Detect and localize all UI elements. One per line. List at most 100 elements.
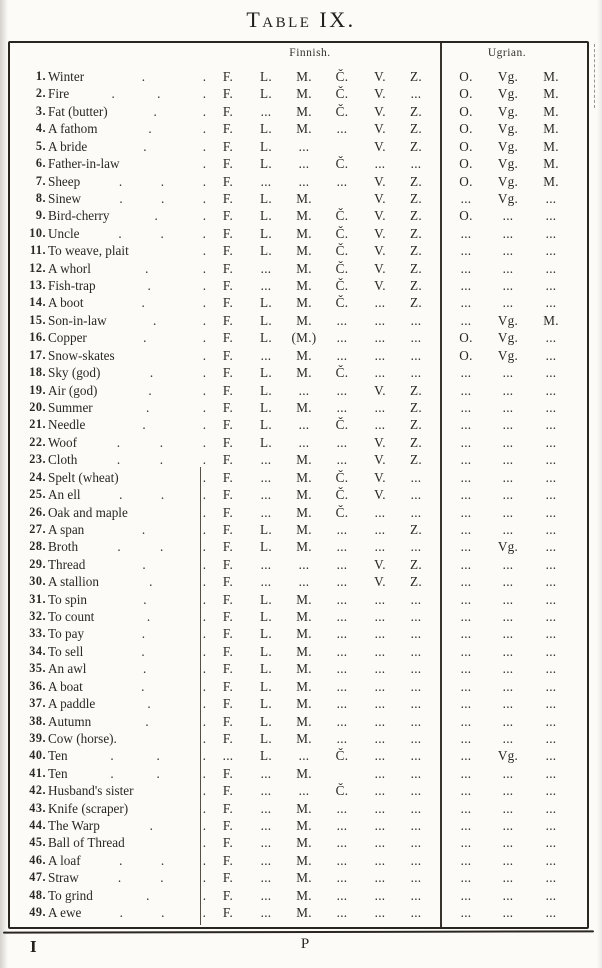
finnish-cell: Č. <box>335 748 349 764</box>
ugrian-cell: ... <box>460 417 472 433</box>
term-column-separator-rule <box>200 467 201 925</box>
finnish-cell: M. <box>296 643 312 659</box>
finnish-cell: V. <box>374 86 386 102</box>
leader-dot: . <box>149 365 154 381</box>
row-term-cell: Air (god).. <box>48 382 206 399</box>
leader-dot: . <box>202 487 206 503</box>
finnish-cell: ... <box>336 330 348 346</box>
leader-dot: . <box>145 260 149 276</box>
finnish-cell: ... <box>336 609 348 625</box>
ugrian-cell: ... <box>460 556 472 572</box>
finnish-cell: F. <box>222 556 234 572</box>
finnish-cell: ... <box>410 800 422 816</box>
leader-dot: . <box>161 190 165 206</box>
finnish-cell: Č. <box>335 156 349 172</box>
row-term: An ell <box>48 487 81 503</box>
ugrian-cell: ... <box>545 347 557 363</box>
finnish-cell: ... <box>298 748 310 764</box>
ugrian-cell: ... <box>502 556 514 572</box>
finnish-cell: F. <box>222 539 234 555</box>
row-term-cell: To count.. <box>48 608 206 625</box>
row-number: 30. <box>29 574 46 589</box>
leader-dot: . <box>202 609 206 625</box>
ugrian-cell: ... <box>502 696 514 712</box>
leader-dot: . <box>202 765 206 781</box>
ugrian-cell: ... <box>460 870 472 886</box>
finnish-cell: L. <box>260 121 272 137</box>
leader-dot: . <box>118 225 122 241</box>
ugrian-cell: ... <box>545 678 557 694</box>
leader-dot: . <box>202 521 206 537</box>
ugrian-cell: ... <box>502 835 514 851</box>
finnish-cell: ... <box>374 399 386 415</box>
leader-dot: . <box>154 208 158 224</box>
table-row: 46. A loaf... F.... M................... <box>10 852 587 869</box>
finnish-cell: ... <box>336 312 348 328</box>
row-term-cell: The Warp.. <box>48 817 206 834</box>
ugrian-cell: ... <box>545 487 557 503</box>
finnish-cell: ... <box>410 626 422 642</box>
finnish-cell: F. <box>222 713 234 729</box>
finnish-cell: ... <box>336 713 348 729</box>
leader-dot: . <box>118 173 123 189</box>
finnish-cell: F. <box>222 696 234 712</box>
row-number: 18. <box>29 365 46 380</box>
finnish-cell: ... <box>336 905 348 921</box>
ugrian-cell: ... <box>545 521 557 537</box>
finnish-cell: L. <box>260 417 272 433</box>
leader-dot: . <box>142 556 146 572</box>
finnish-cell: L. <box>260 609 272 625</box>
table-row: 48. To grind.. F.... M................... <box>10 887 587 904</box>
finnish-cell: V. <box>374 173 386 189</box>
finnish-cell: L. <box>260 713 272 729</box>
ugrian-cell: ... <box>545 295 557 311</box>
table-row: 12. A whorl.. F.... M. Č. V. Z.......... <box>10 260 587 277</box>
leader-dot: . <box>141 643 145 659</box>
finnish-cell: ... <box>374 905 386 921</box>
table-row: 33. To pay.. F. L. M................... <box>10 625 587 642</box>
row-number: 27. <box>29 521 46 536</box>
ugrian-cell: ... <box>460 399 472 415</box>
table-row: 18. Sky (god).. F. L. M. Č................ <box>10 364 587 381</box>
row-term: Thread <box>48 556 86 572</box>
leader-dot: . <box>159 452 164 468</box>
finnish-cell: ... <box>260 278 272 294</box>
finnish-cell: ... <box>374 521 386 537</box>
ugrian-cell: ... <box>545 469 557 485</box>
table-row: 30. A stallion.. F.......... V. Z.......... <box>10 573 587 590</box>
table-row: 22. Woof... F. L....... V. Z.......... <box>10 434 587 451</box>
finnish-cell: F. <box>222 295 234 311</box>
row-term: To grind <box>48 887 93 903</box>
finnish-cell: ... <box>410 487 422 503</box>
finnish-cell: L. <box>260 295 272 311</box>
table-row: 5. A bride.. F. L.... V. Z. O. Vg. M. <box>10 138 587 155</box>
row-term-cell: To grind.. <box>48 887 206 904</box>
leader-dot: . <box>202 69 206 84</box>
finnish-cell: ... <box>336 818 348 834</box>
leader-dot: . <box>141 678 145 694</box>
finnish-cell: L. <box>260 521 272 537</box>
ugrian-cell: ... <box>545 852 557 868</box>
finnish-cell: V. <box>374 208 386 224</box>
finnish-cell: M. <box>296 730 312 746</box>
ugrian-cell: Vg. <box>497 539 519 555</box>
leader-dot: . <box>149 818 153 834</box>
finnish-cell: Z. <box>410 260 422 276</box>
leader-dot: . <box>202 156 206 172</box>
finnish-cell: F. <box>222 591 234 607</box>
finnish-cell: ... <box>336 382 348 398</box>
finnish-cell: M. <box>296 696 312 712</box>
finnish-cell: ... <box>260 347 272 363</box>
finnish-cell: F. <box>222 138 234 154</box>
finnish-cell: Z. <box>410 243 422 259</box>
finnish-cell: F. <box>222 103 234 119</box>
row-term: Sky (god) <box>48 365 101 381</box>
finnish-cell: ... <box>374 887 386 903</box>
ugrian-cell: O. <box>459 156 473 172</box>
finnish-cell: F. <box>222 765 234 781</box>
finnish-cell: M. <box>296 521 312 537</box>
table-row: 43. Knife (scraper). F.... M...............… <box>10 800 587 817</box>
finnish-cell: F. <box>222 852 234 868</box>
table-row: 49. A ewe... F.... M................... <box>10 904 587 921</box>
